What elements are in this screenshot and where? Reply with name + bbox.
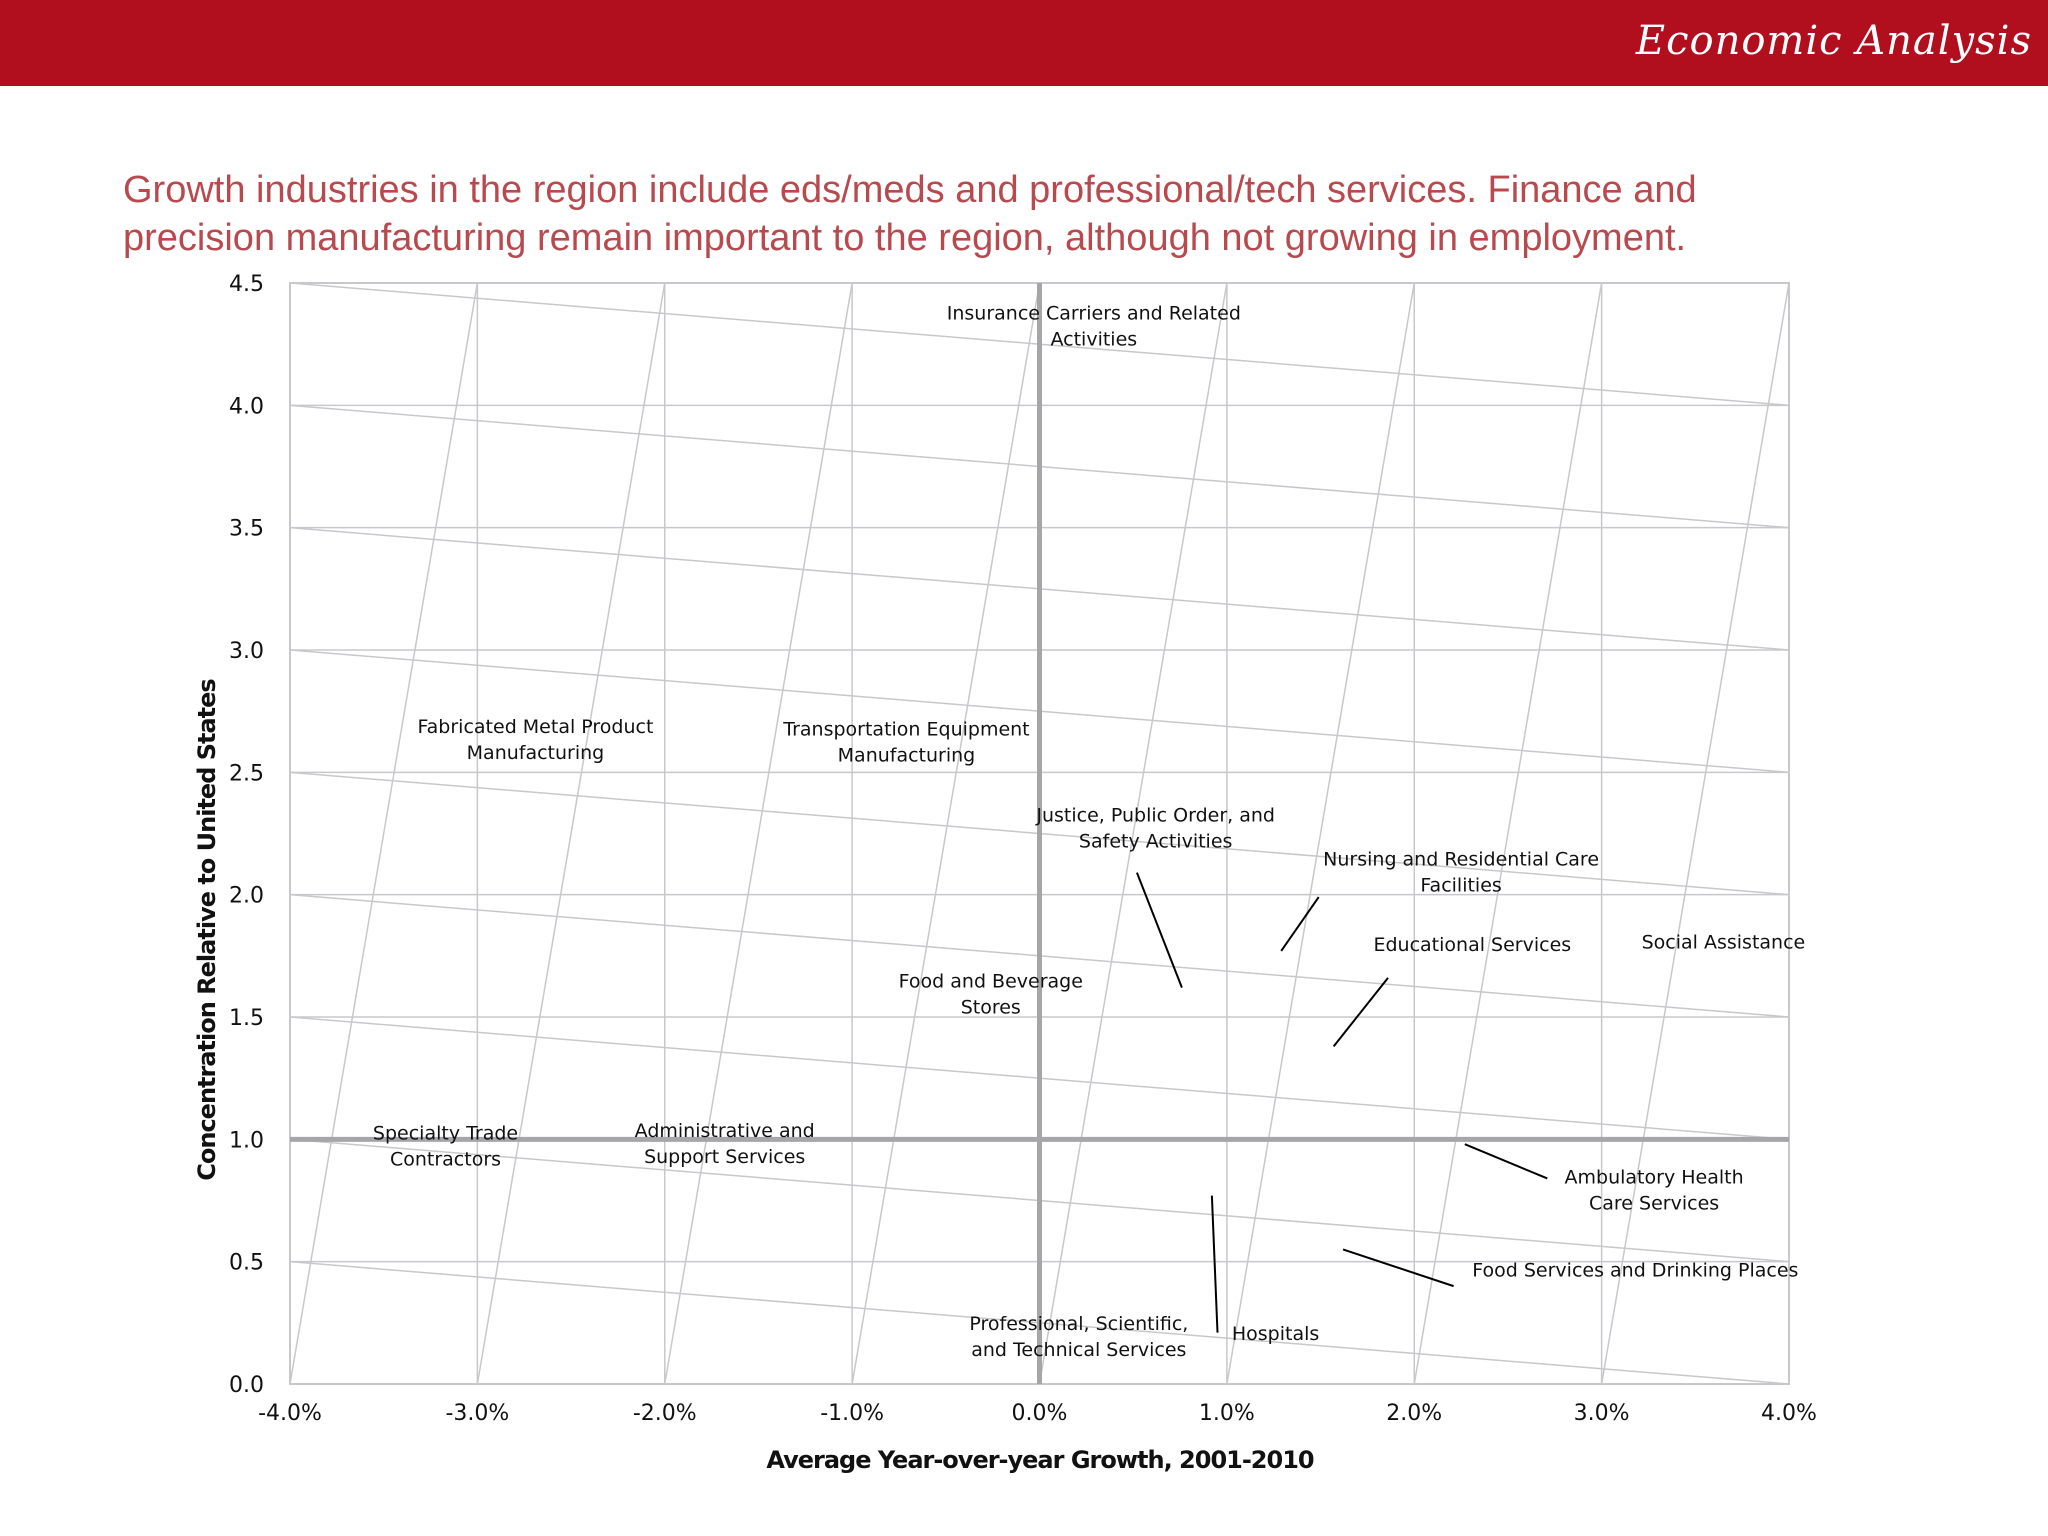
x-tick-label: 2.0% — [1386, 1401, 1442, 1426]
industry-label: Professional, Scientific, and Technical S… — [969, 1313, 1188, 1361]
skew-line-steep — [1038, 282, 1228, 1385]
x-tick-label: -4.0% — [258, 1401, 322, 1426]
industry-label: Food and Beverage Stores — [899, 971, 1083, 1019]
leader-line — [1464, 1143, 1548, 1180]
industry-label: Educational Services — [1373, 934, 1571, 956]
brand-logo: Economic Analysis — [1635, 18, 2032, 64]
x-tick-label: 4.0% — [1761, 1401, 1817, 1426]
industry-label: Social Assistance — [1642, 931, 1806, 953]
x-tick-label: -3.0% — [445, 1401, 509, 1426]
skew-line-steep — [1226, 282, 1415, 1385]
y-tick-label: 0.5 — [229, 1251, 264, 1276]
y-tick-label: 2.0 — [229, 884, 264, 909]
industry-label: Fabricated Metal Product Manufacturing — [417, 716, 653, 764]
industry-label: Ambulatory Health Care Services — [1565, 1166, 1744, 1214]
header-bar — [0, 0, 2048, 86]
industry-label: Specialty Trade Contractors — [373, 1122, 518, 1170]
skew-line-steep — [476, 282, 666, 1385]
tick-labels-group: -4.0% -3.0% -2.0% -1.0% 0.0% 1.0% 2.0% 3.0% 4.0%… — [229, 272, 1817, 1426]
skew-line-steep — [664, 282, 853, 1385]
leader-line — [1136, 872, 1183, 989]
x-tick-label: 1.0% — [1199, 1401, 1255, 1426]
y-tick-label: 1.0 — [229, 1128, 264, 1153]
y-tick-label: 4.5 — [229, 272, 264, 297]
skew-line-steep — [289, 282, 479, 1385]
industry-label: Food Services and Drinking Places — [1472, 1259, 1798, 1281]
y-axis-title: Concentration Relative to United States — [193, 679, 221, 1181]
industry-label: Justice, Public Order, and Safety Activit… — [1035, 804, 1275, 852]
leader-line — [1342, 1248, 1454, 1288]
skew-line-steep — [1600, 282, 1790, 1385]
y-tick-label: 3.0 — [229, 639, 264, 664]
headline-line-2: precision manufacturing remain important… — [123, 217, 1687, 259]
x-tick-label: -1.0% — [820, 1401, 884, 1426]
y-tick-label: 2.5 — [229, 761, 264, 786]
leader-line — [1280, 896, 1320, 952]
y-tick-label: 0.0 — [229, 1373, 264, 1398]
slide-headline: Growth industries in the region include … — [123, 166, 1943, 262]
industry-label: Hospitals — [1232, 1323, 1319, 1345]
industry-label: Nursing and Residential Care Facilities — [1323, 848, 1599, 896]
y-tick-label: 3.5 — [229, 517, 264, 542]
industry-label: Insurance Carriers and Related Activities — [947, 303, 1241, 351]
y-tick-label: 4.0 — [229, 394, 264, 419]
x-tick-label: -2.0% — [633, 1401, 697, 1426]
industry-label: Transportation Equipment Manufacturing — [782, 719, 1029, 767]
x-tick-label: 0.0% — [1012, 1401, 1068, 1426]
industry-label: Administrative and Support Services — [635, 1120, 815, 1168]
headline-line-1: Growth industries in the region include … — [123, 169, 1697, 211]
point-labels-group: Insurance Carriers and Related Activities… — [373, 303, 1805, 1361]
leader-lines-group — [1136, 872, 1548, 1333]
skew-line-steep — [851, 282, 1041, 1385]
y-tick-label: 1.5 — [229, 1006, 264, 1031]
leader-line — [1210, 1195, 1219, 1333]
leader-line — [1332, 977, 1389, 1047]
reference-lines-group — [290, 283, 1789, 1384]
x-tick-label: 3.0% — [1574, 1401, 1630, 1426]
skew-line-steep — [1413, 282, 1603, 1385]
x-axis-title: Average Year-over-year Growth, 2001-2010 — [766, 1446, 1314, 1474]
